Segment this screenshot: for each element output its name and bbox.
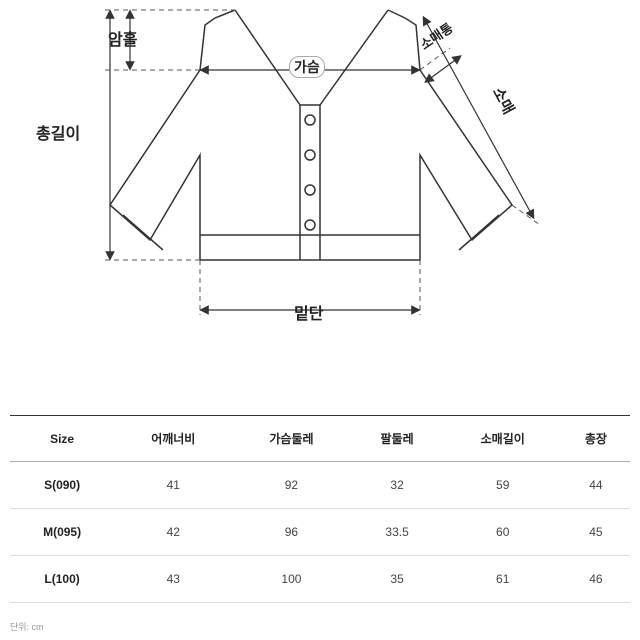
table-row: L(100) 43 100 35 61 46 <box>10 556 630 603</box>
col-size: Size <box>10 416 114 462</box>
col-chest: 가슴둘레 <box>232 416 350 462</box>
col-length: 총장 <box>562 416 630 462</box>
measurement-diagram: 암홀 총길이 가슴 소매통 소매 밑단 <box>0 0 640 350</box>
table-row: S(090) 41 92 32 59 44 <box>10 462 630 509</box>
label-armhole: 암홀 <box>108 26 137 50</box>
size-table: Size 어깨너비 가슴둘레 팔둘레 소매길이 총장 S(090) 41 92 … <box>10 415 630 603</box>
cardigan-svg <box>0 0 640 350</box>
table-header-row: Size 어깨너비 가슴둘레 팔둘레 소매길이 총장 <box>10 416 630 462</box>
label-chest: 가슴 <box>289 56 325 78</box>
table-row: M(095) 42 96 33.5 60 45 <box>10 509 630 556</box>
label-hem: 밑단 <box>294 300 323 324</box>
col-sleeve: 소매길이 <box>444 416 562 462</box>
col-arm: 팔둘레 <box>351 416 444 462</box>
col-shoulder: 어깨너비 <box>114 416 232 462</box>
size-table-container: Size 어깨너비 가슴둘레 팔둘레 소매길이 총장 S(090) 41 92 … <box>0 415 640 603</box>
unit-note: 단위: cm <box>10 620 44 633</box>
label-total-length: 총길이 <box>36 120 80 144</box>
